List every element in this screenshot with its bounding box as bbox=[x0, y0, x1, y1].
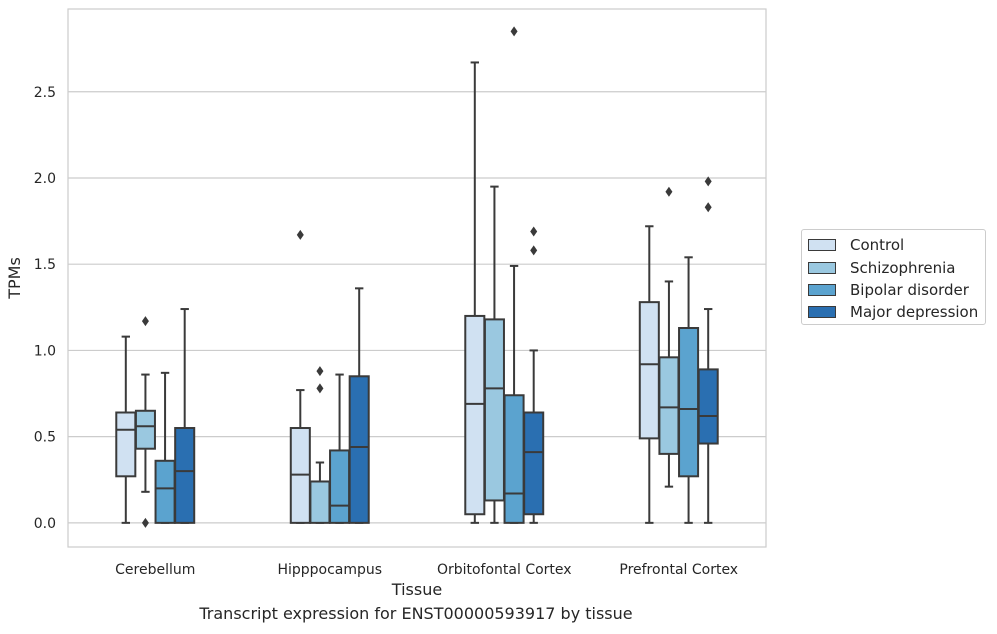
box-iqr bbox=[678, 327, 700, 478]
legend-swatch-schizophrenia bbox=[808, 262, 836, 274]
boxes bbox=[115, 26, 719, 528]
box-control bbox=[464, 61, 486, 524]
box-major-depression bbox=[348, 287, 370, 524]
x-tick-label: Prefrontal Cortex bbox=[619, 562, 738, 578]
y-tick-label: 0.0 bbox=[34, 516, 56, 532]
box-major-depression bbox=[697, 176, 719, 524]
legend-swatch-bipolar-disorder bbox=[808, 284, 836, 296]
box-iqr bbox=[154, 459, 176, 524]
legend-label-major-depression: Major depression bbox=[850, 303, 979, 321]
box-iqr bbox=[329, 449, 351, 524]
chart-caption: Transcript expression for ENST0000059391… bbox=[199, 604, 633, 623]
x-tick-labels: Cerebellum Hipppocampus Orbitofontal Corte… bbox=[115, 562, 738, 578]
box-iqr bbox=[483, 318, 505, 502]
x-axis-label: Tissue bbox=[391, 580, 442, 599]
legend-item-bipolar-disorder: Bipolar disorder bbox=[808, 280, 969, 300]
box-iqr bbox=[309, 480, 331, 524]
box-iqr bbox=[115, 411, 137, 478]
legend-label-schizophrenia: Schizophrenia bbox=[850, 259, 956, 277]
legend-swatch-control bbox=[808, 239, 836, 251]
outlier-point bbox=[530, 226, 538, 237]
legend-item-major-depression: Major depression bbox=[808, 302, 978, 322]
legend-label-control: Control bbox=[850, 236, 905, 254]
box-iqr bbox=[638, 301, 660, 440]
box-iqr bbox=[348, 375, 370, 524]
box-schizophrenia bbox=[134, 316, 156, 528]
outlier-point bbox=[141, 517, 149, 528]
y-axis-label: TPMs bbox=[5, 257, 24, 300]
box-bipolar-disorder bbox=[503, 26, 525, 524]
box-iqr bbox=[464, 314, 486, 516]
outlier-point bbox=[316, 383, 324, 394]
box-iqr bbox=[174, 427, 196, 524]
outlier-point bbox=[665, 186, 673, 197]
box-major-depression bbox=[174, 308, 196, 524]
box-iqr bbox=[523, 411, 545, 516]
legend: Control Schizophrenia Bipolar disorder M… bbox=[801, 229, 986, 325]
box-iqr bbox=[503, 394, 525, 524]
box-schizophrenia bbox=[309, 366, 331, 524]
box-bipolar-disorder bbox=[154, 371, 176, 524]
box-major-depression bbox=[523, 226, 545, 524]
box-bipolar-disorder bbox=[678, 256, 700, 524]
box-iqr bbox=[697, 368, 719, 445]
outlier-point bbox=[316, 366, 324, 377]
outlier-point bbox=[530, 245, 538, 256]
x-tick-label: Orbitofontal Cortex bbox=[437, 562, 572, 578]
legend-swatch-major-depression bbox=[808, 306, 836, 318]
y-tick-label: 2.5 bbox=[34, 85, 56, 101]
box-control bbox=[638, 225, 660, 524]
box-iqr bbox=[658, 356, 680, 455]
y-tick-labels: 0.0 0.5 1.0 1.5 2.0 2.5 bbox=[34, 85, 56, 532]
y-tick-label: 1.0 bbox=[34, 343, 56, 359]
x-tick-label: Cerebellum bbox=[115, 562, 195, 578]
box-iqr bbox=[134, 409, 156, 450]
legend-label-bipolar-disorder: Bipolar disorder bbox=[850, 281, 969, 299]
y-tick-label: 0.5 bbox=[34, 430, 56, 446]
x-tick-label: Hipppocampus bbox=[277, 562, 382, 578]
legend-item-control: Control bbox=[808, 235, 904, 255]
y-tick-label: 2.0 bbox=[34, 171, 56, 187]
outlier-point bbox=[510, 26, 518, 37]
box-control bbox=[289, 229, 311, 524]
outlier-point bbox=[704, 176, 712, 187]
y-tick-label: 1.5 bbox=[34, 257, 56, 273]
legend-item-schizophrenia: Schizophrenia bbox=[808, 258, 955, 278]
outlier-point bbox=[141, 316, 149, 327]
outlier-point bbox=[704, 202, 712, 213]
outlier-point bbox=[296, 229, 304, 240]
